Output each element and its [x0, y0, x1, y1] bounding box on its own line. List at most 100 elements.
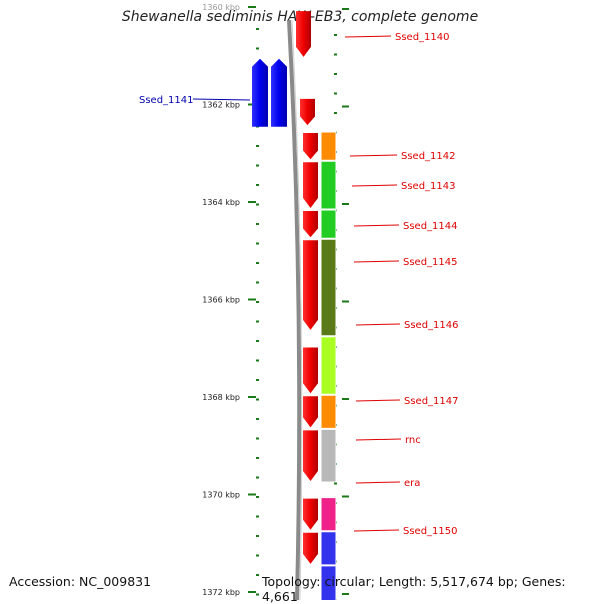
forward-gene-arrow[interactable] [303, 532, 318, 564]
major-tick [342, 593, 349, 595]
tick-label: 1372 kbp [202, 588, 240, 597]
tick-label: 1370 kbp [202, 491, 240, 500]
tick-label: 1364 kbp [202, 198, 240, 207]
gene-leader-line [355, 323, 401, 326]
major-tick [342, 300, 349, 303]
guide-dot [334, 34, 337, 36]
tick-label: 1362 kbp [202, 101, 240, 110]
major-tick [342, 8, 349, 10]
guide-dot [256, 437, 259, 440]
guide-dot [256, 242, 259, 245]
guide-dot [256, 203, 259, 206]
cog-block[interactable] [320, 160, 337, 210]
gene-label[interactable]: Ssed_1144 [403, 221, 458, 232]
guide-dot [256, 476, 259, 479]
cog-block[interactable] [320, 565, 337, 600]
guide-dot [256, 418, 259, 420]
guide-dot [256, 359, 259, 362]
guide-dot [256, 320, 259, 323]
cog-block[interactable] [320, 497, 337, 532]
genome-backbone [287, 19, 302, 600]
guide-dot [256, 281, 259, 284]
guide-dot [334, 92, 337, 95]
guide-dot [256, 593, 259, 596]
forward-gene-arrow[interactable] [303, 396, 318, 428]
guide-dot [256, 398, 259, 401]
major-tick [248, 493, 256, 496]
gene-leader-line [355, 481, 401, 484]
reverse-gene-arrow[interactable] [271, 58, 287, 127]
gene-label[interactable]: Ssed_1150 [403, 526, 458, 537]
gene-leader-line [351, 184, 398, 187]
cog-block[interactable] [320, 531, 337, 566]
gene-label[interactable]: era [404, 478, 420, 489]
major-tick [248, 298, 256, 301]
guide-dot [256, 184, 259, 186]
guide-dot [256, 554, 259, 557]
gene-leader-line [353, 260, 400, 263]
gene-leader-line [355, 399, 401, 402]
tick-label: 1368 kbp [202, 393, 240, 402]
forward-gene-arrow[interactable] [303, 211, 318, 238]
major-tick [248, 591, 256, 593]
gene-leader-line [353, 529, 400, 532]
guide-dot [256, 262, 259, 264]
gene-label[interactable]: Ssed_1147 [404, 396, 459, 407]
gene-label[interactable]: Ssed_1141 [139, 95, 194, 106]
gene-leader-line [349, 154, 398, 157]
gene-label[interactable]: Ssed_1145 [403, 257, 458, 268]
gene-label[interactable]: Ssed_1142 [401, 151, 456, 162]
cog-block[interactable] [320, 238, 337, 337]
cog-block[interactable] [320, 336, 337, 395]
guide-dot [256, 379, 259, 381]
tick-label: 1360 kbp [202, 3, 240, 12]
guide-dot [256, 496, 259, 498]
gene-label[interactable]: Ssed_1146 [404, 320, 459, 331]
reverse-gene-arrow[interactable] [252, 58, 268, 127]
gene-label[interactable]: rnc [405, 435, 421, 446]
cog-block[interactable] [320, 394, 337, 429]
guide-dot [256, 223, 259, 225]
gene-label[interactable]: Ssed_1143 [401, 181, 456, 192]
major-tick [342, 398, 349, 400]
guide-dot [334, 482, 337, 485]
cog-block[interactable] [320, 131, 337, 161]
forward-gene-arrow[interactable] [303, 498, 318, 530]
guide-dot [334, 53, 337, 56]
guide-dot [256, 28, 259, 30]
genome-backbone-highlight [291, 19, 303, 600]
guide-dot [256, 535, 259, 537]
forward-gene-arrow[interactable] [303, 347, 318, 394]
gene-leader-line [344, 35, 392, 38]
major-tick [248, 396, 256, 398]
major-tick [342, 203, 349, 205]
guide-dot [256, 47, 259, 50]
guide-dot [256, 340, 259, 342]
tick-label: 1366 kbp [202, 296, 240, 305]
cog-block[interactable] [320, 209, 337, 239]
gene-leader-line [192, 98, 251, 101]
gene-leader-line [353, 224, 400, 227]
forward-gene-arrow[interactable] [296, 11, 311, 57]
guide-dot [256, 164, 259, 167]
forward-gene-arrow[interactable] [303, 133, 318, 160]
major-tick [342, 495, 349, 498]
guide-dot [256, 145, 259, 147]
guide-dot [256, 301, 259, 303]
gene-leader-line [355, 438, 402, 441]
major-tick [248, 6, 256, 8]
guide-dot [256, 574, 259, 576]
major-tick [248, 201, 256, 203]
guide-dot [334, 73, 337, 75]
gene-label[interactable]: Ssed_1140 [395, 32, 450, 43]
forward-gene-arrow[interactable] [300, 98, 315, 126]
accession-text: Accession: NC_009831 [9, 574, 152, 589]
forward-gene-arrow[interactable] [303, 240, 318, 330]
guide-dot [256, 515, 259, 518]
cog-block[interactable] [320, 428, 337, 483]
forward-gene-arrow[interactable] [303, 430, 318, 481]
guide-dot [256, 457, 259, 459]
forward-gene-arrow[interactable] [303, 162, 318, 208]
guide-dot [334, 112, 337, 114]
